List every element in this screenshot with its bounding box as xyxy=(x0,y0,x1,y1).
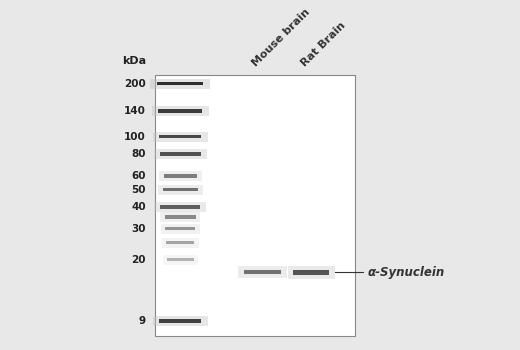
Bar xyxy=(158,185,203,195)
Text: 9: 9 xyxy=(139,316,146,326)
Bar xyxy=(150,79,211,89)
Text: kDa: kDa xyxy=(122,56,146,65)
Bar xyxy=(157,82,203,85)
Bar xyxy=(160,152,201,155)
Bar xyxy=(162,238,199,247)
Bar xyxy=(164,174,197,177)
Bar xyxy=(153,149,207,159)
Bar xyxy=(165,215,196,219)
Bar xyxy=(153,316,207,326)
Text: 20: 20 xyxy=(131,255,146,265)
Bar xyxy=(293,270,330,274)
Bar xyxy=(153,132,207,141)
Bar xyxy=(163,188,198,191)
Bar xyxy=(159,109,202,113)
Bar xyxy=(167,258,193,261)
Text: 100: 100 xyxy=(124,132,146,142)
Text: 60: 60 xyxy=(131,171,146,181)
Text: 50: 50 xyxy=(131,185,146,195)
Bar xyxy=(161,224,200,233)
Text: 200: 200 xyxy=(124,79,146,89)
Bar xyxy=(160,205,200,209)
Bar xyxy=(152,106,209,116)
Text: Rat Brain: Rat Brain xyxy=(299,21,347,69)
Bar xyxy=(239,266,287,278)
Bar xyxy=(163,255,198,265)
Bar xyxy=(159,319,201,323)
Text: α-Synuclein: α-Synuclein xyxy=(368,266,445,279)
Bar xyxy=(165,227,195,231)
Bar xyxy=(244,270,281,274)
Text: Mouse brain: Mouse brain xyxy=(250,7,312,69)
Bar xyxy=(159,171,202,181)
Bar xyxy=(166,241,194,244)
Text: 40: 40 xyxy=(131,202,146,212)
Bar xyxy=(288,266,335,279)
Text: 30: 30 xyxy=(131,224,146,234)
Text: 140: 140 xyxy=(124,106,146,116)
Bar xyxy=(154,202,206,212)
Text: 80: 80 xyxy=(131,149,146,159)
Bar xyxy=(159,135,201,139)
Bar xyxy=(160,212,200,222)
